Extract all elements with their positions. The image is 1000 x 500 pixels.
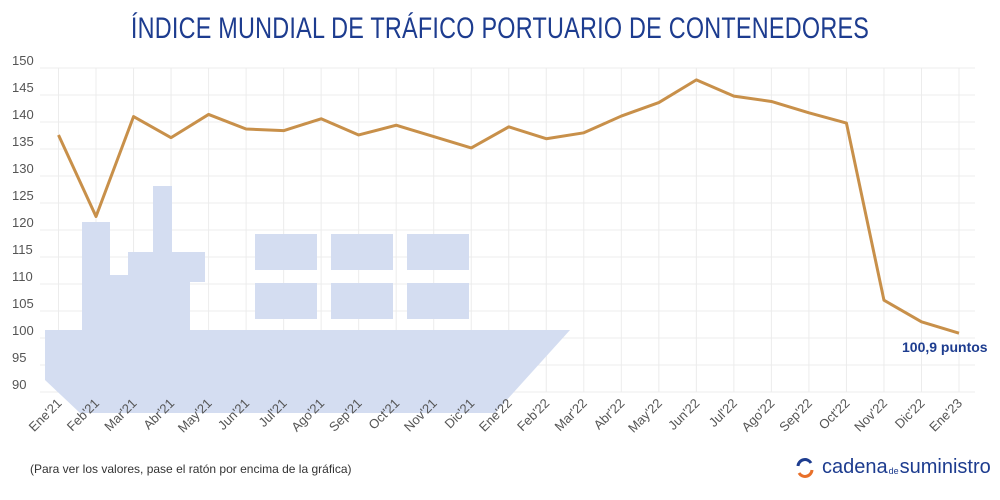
ship-illustration — [45, 186, 570, 413]
logo-text-suministro: suministro — [899, 456, 991, 478]
data-point[interactable] — [317, 115, 325, 123]
data-point[interactable] — [542, 135, 550, 143]
ship-container — [407, 283, 469, 319]
data-point[interactable] — [805, 109, 813, 117]
ship-superstructure — [128, 252, 153, 330]
x-tick-label: Abr'22 — [591, 396, 628, 433]
data-point[interactable] — [880, 296, 888, 304]
x-tick-label: Ene'23 — [926, 396, 965, 435]
data-point[interactable] — [655, 99, 663, 107]
data-point[interactable] — [467, 144, 475, 152]
ship-superstructure — [82, 222, 110, 330]
y-tick-label: 125 — [12, 188, 34, 203]
series-path — [57, 78, 960, 335]
x-tick-label: Dic'22 — [892, 396, 928, 432]
y-tick-label: 140 — [12, 107, 34, 122]
data-point[interactable] — [92, 213, 100, 221]
ship-superstructure — [153, 186, 172, 330]
x-tick-label: Nov'22 — [851, 396, 890, 435]
x-tick-label: Sep'22 — [776, 396, 815, 435]
data-point[interactable] — [392, 121, 400, 129]
x-tick-label: Ene'21 — [26, 396, 65, 435]
x-tick-label: Feb'22 — [514, 396, 552, 434]
y-tick-label: 135 — [12, 134, 34, 149]
y-tick-label: 145 — [12, 80, 34, 95]
data-point[interactable] — [505, 123, 513, 131]
x-tick-label: Jun'22 — [665, 396, 702, 433]
logo-refresh-icon — [796, 457, 814, 478]
x-tick-label: Jul'22 — [706, 396, 740, 430]
ship-container — [407, 234, 469, 270]
y-tick-label: 130 — [12, 161, 34, 176]
ship-superstructure — [172, 282, 190, 330]
y-tick-label: 100 — [12, 323, 34, 338]
ship-container — [255, 283, 317, 319]
data-point[interactable] — [580, 129, 588, 137]
chart-title: ÍNDICE MUNDIAL DE TRÁFICO PORTUARIO DE C… — [130, 12, 870, 45]
ship-container — [255, 234, 317, 270]
y-tick-label: 115 — [12, 242, 33, 257]
ship-hull — [45, 330, 570, 413]
data-point[interactable] — [955, 329, 963, 337]
data-point[interactable] — [205, 110, 213, 118]
data-point[interactable] — [842, 119, 850, 127]
data-point[interactable] — [130, 113, 138, 121]
data-point[interactable] — [917, 318, 925, 326]
data-point[interactable] — [280, 127, 288, 135]
logo-text-cadena: cadena — [822, 456, 888, 478]
logo-text-de: de — [888, 465, 899, 476]
logo: cadena de suministro — [794, 456, 991, 479]
series-line — [55, 76, 963, 337]
y-tick-label: 150 — [12, 53, 34, 68]
y-tick-label: 95 — [12, 350, 26, 365]
data-point[interactable] — [692, 76, 700, 84]
x-tick-label: Oct'22 — [816, 396, 853, 433]
y-axis: 150 145 140 135 130 125 120 115 110 105 100 95 90 — [12, 53, 34, 392]
y-tick-label: 105 — [12, 296, 34, 311]
y-tick-label: 110 — [12, 269, 33, 284]
y-tick-label: 120 — [12, 215, 34, 230]
data-point[interactable] — [55, 131, 63, 139]
ship-superstructure — [172, 252, 205, 282]
data-point[interactable] — [242, 125, 250, 133]
data-point[interactable] — [617, 112, 625, 120]
x-tick-label: Ago'22 — [739, 396, 778, 435]
x-tick-label: Mar'22 — [551, 396, 589, 434]
data-point[interactable] — [730, 92, 738, 100]
data-point[interactable] — [167, 134, 175, 142]
data-point[interactable] — [355, 131, 363, 139]
y-tick-label: 90 — [12, 377, 26, 392]
data-point[interactable] — [767, 97, 775, 105]
x-tick-label: May'22 — [625, 396, 665, 436]
ship-superstructure — [110, 275, 128, 330]
data-point[interactable] — [430, 133, 438, 141]
ship-container — [331, 234, 393, 270]
hover-note: (Para ver los valores, pase el ratón por… — [30, 462, 352, 476]
last-value-annotation: 100,9 puntos — [902, 339, 988, 355]
ship-container — [331, 283, 393, 319]
